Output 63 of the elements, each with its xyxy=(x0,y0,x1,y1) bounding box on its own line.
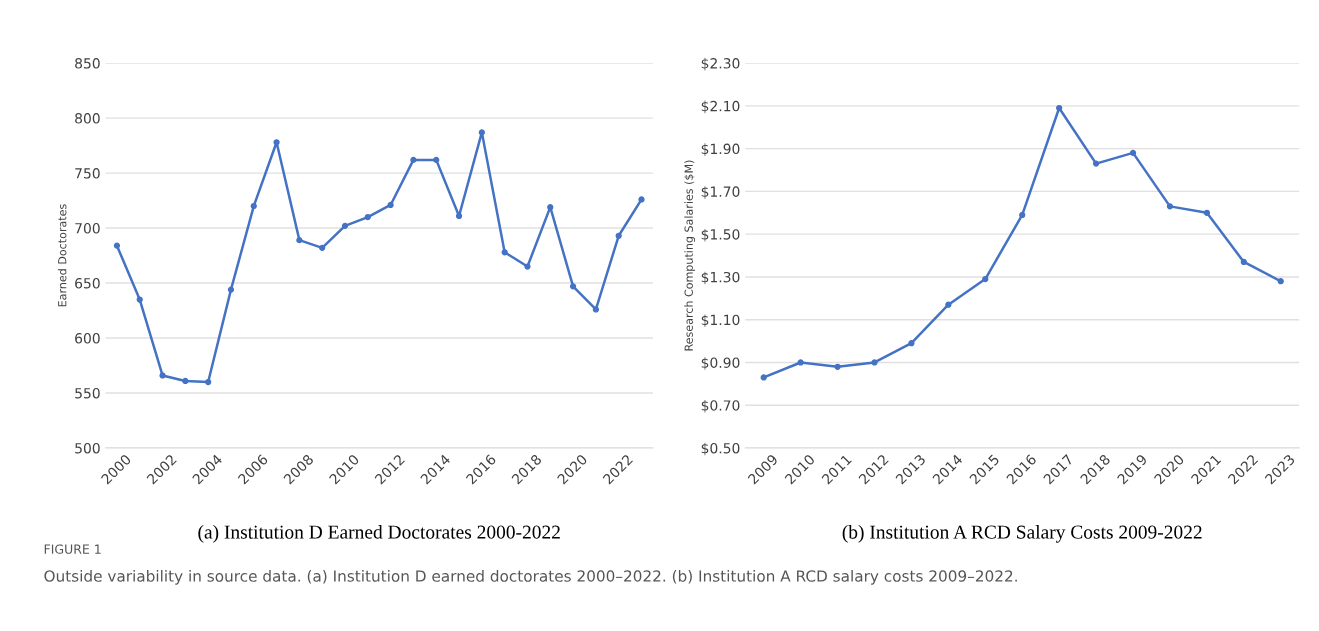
y-tick-label: $2.30 xyxy=(701,57,740,71)
point xyxy=(501,249,508,256)
point xyxy=(273,139,280,146)
point xyxy=(250,202,257,210)
point xyxy=(1240,258,1247,266)
y-tick-label: $0.70 xyxy=(701,399,740,413)
y-tick-label: $0.50 xyxy=(701,442,740,456)
point xyxy=(159,372,166,379)
y-tick-label: 600 xyxy=(75,333,100,344)
text: (b) Institution A RCD Salary Costs 2009-2022 xyxy=(842,524,1202,543)
point xyxy=(113,242,121,249)
point xyxy=(834,363,841,370)
y-axis-title: Earned Doctorates xyxy=(57,204,67,307)
text: (a) Institution D Earned Doctorates 2000-2022 xyxy=(198,524,560,543)
point xyxy=(1092,160,1100,167)
point xyxy=(205,378,212,386)
point xyxy=(296,237,303,244)
y-tick-label: 650 xyxy=(75,278,100,289)
point xyxy=(547,204,554,211)
y-tick-label: $1.50 xyxy=(701,228,740,242)
point xyxy=(982,275,989,283)
point xyxy=(341,222,349,229)
y-tick-label: $1.90 xyxy=(701,143,740,156)
point xyxy=(1019,211,1026,219)
caption: FIGURE 1 xyxy=(44,544,101,554)
y-tick-label: $1.10 xyxy=(701,314,740,328)
point xyxy=(638,196,645,203)
y-axis-title: Research Computing Salaries ($M) xyxy=(684,160,696,351)
point xyxy=(364,213,371,221)
point xyxy=(1203,209,1211,216)
y-tick-label: 500 xyxy=(75,442,100,454)
point xyxy=(908,340,915,347)
y-tick-label: 800 xyxy=(75,113,100,124)
point xyxy=(1129,149,1137,157)
point xyxy=(1056,104,1063,112)
point xyxy=(387,201,394,209)
y-tick-label: 700 xyxy=(75,223,100,234)
point xyxy=(227,286,235,293)
y-tick-label: $2.10 xyxy=(701,100,740,114)
point xyxy=(592,306,600,313)
point xyxy=(433,156,440,164)
point xyxy=(945,301,952,308)
point xyxy=(871,359,878,366)
point xyxy=(182,377,189,385)
point xyxy=(524,263,531,270)
text: Outside variability in source data. (a) Institution D earned doctorates 2000–2022. (b) Institution A RCD salary costs 2009–2022. xyxy=(44,569,1017,585)
point xyxy=(615,232,622,239)
point xyxy=(797,359,804,366)
y-tick-label: $1.30 xyxy=(701,271,740,285)
point xyxy=(569,283,577,290)
point xyxy=(410,156,417,164)
point xyxy=(1166,203,1174,210)
point xyxy=(136,296,143,303)
point xyxy=(478,129,485,136)
y-tick-label: $0.90 xyxy=(701,357,740,370)
point xyxy=(1277,278,1284,285)
point xyxy=(760,374,767,381)
y-tick-label: 850 xyxy=(75,58,100,69)
y-tick-label: 550 xyxy=(75,387,100,399)
y-tick-label: $1.70 xyxy=(701,186,740,199)
point xyxy=(455,212,463,220)
point xyxy=(319,244,326,251)
y-tick-label: 750 xyxy=(75,168,100,179)
